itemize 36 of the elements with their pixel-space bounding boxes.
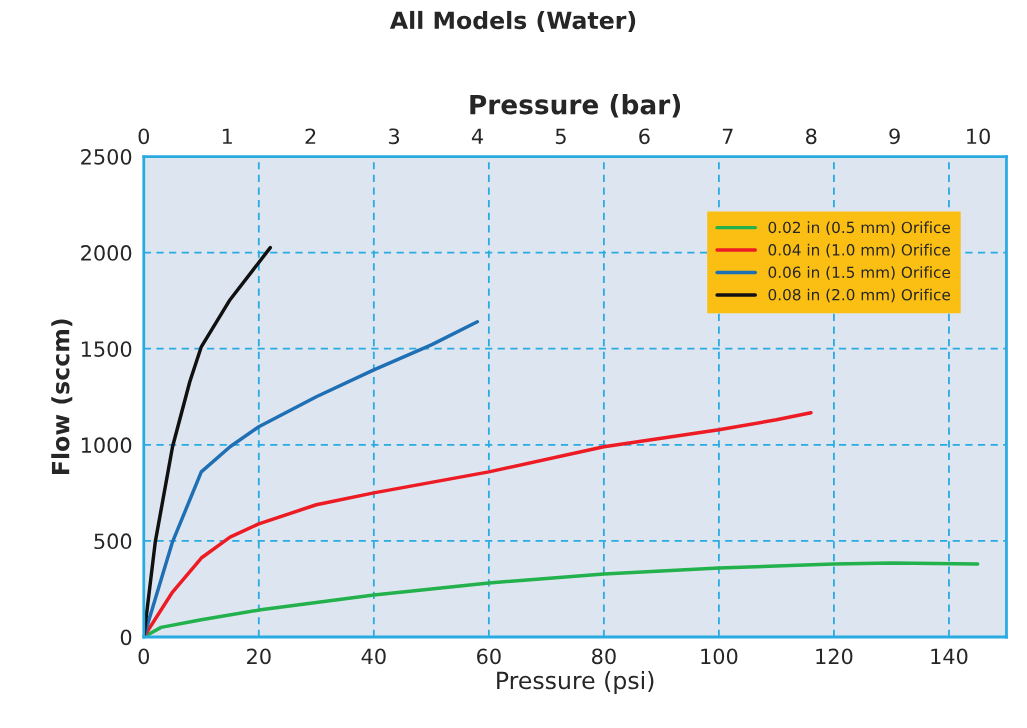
legend-label: 0.02 in (0.5 mm) Orifice — [768, 221, 951, 235]
line-series — [143, 410, 813, 637]
x2-tick-label: 8 — [806, 128, 817, 145]
x2-tick-label: 4 — [471, 128, 483, 144]
x-tick-label: 60 — [477, 648, 501, 665]
line-series — [143, 245, 273, 637]
y-tick-label: 2500 — [81, 148, 132, 165]
y-tick-label: 1000 — [81, 437, 132, 454]
y-tick-label: 2000 — [81, 245, 132, 261]
y-tick-label: 1500 — [81, 341, 132, 357]
legend-label: 0.04 in (1.0 mm) Orifice — [768, 243, 951, 258]
legend-label: 0.08 in (2.0 mm) Orifice — [768, 288, 951, 303]
x2-tick-label: 3 — [389, 128, 400, 145]
x-axis-title: Pressure (psi) — [497, 671, 654, 694]
y-tick-label: 0 — [120, 629, 132, 646]
x-tick-label: 80 — [592, 648, 616, 665]
x2-tick-label: 6 — [639, 128, 650, 145]
x-tick-label: 100 — [701, 648, 738, 665]
x-tick-label: 40 — [361, 648, 386, 665]
x2-tick-label: 2 — [305, 128, 316, 144]
chart-title: All Models (Water) — [389, 10, 636, 32]
x2-tick-label: 10 — [967, 128, 990, 145]
y-tick-label: 500 — [94, 533, 132, 550]
x-tick-label: 20 — [247, 648, 271, 665]
x-tick-label: 0 — [138, 648, 150, 665]
x2-tick-label: 0 — [138, 128, 150, 145]
x2-tick-label: 9 — [889, 128, 900, 145]
x2-tick-label: 5 — [555, 128, 566, 145]
legend-label: 0.06 in (1.5 mm) Orifice — [768, 266, 951, 280]
x-tick-label: 140 — [931, 648, 968, 665]
x2-tick-label: 7 — [722, 128, 733, 144]
y-axis-title: Flow (sccm) — [51, 319, 73, 474]
x-tick-label: 120 — [816, 648, 853, 665]
x2-tick-label: 1 — [222, 128, 232, 144]
x2-axis-title: Pressure (bar) — [470, 94, 681, 118]
line-series — [143, 320, 480, 637]
